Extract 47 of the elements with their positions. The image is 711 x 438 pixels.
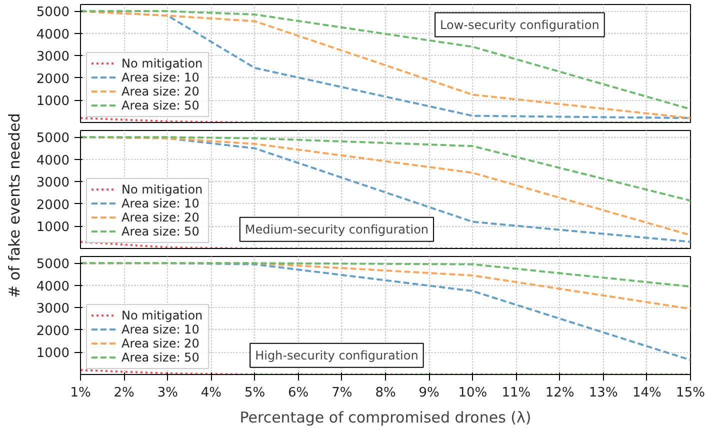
legend-label: Area size: 10 bbox=[122, 322, 200, 336]
x-tick-label: 7% bbox=[332, 386, 352, 400]
y-tick-label: 3000 bbox=[36, 176, 70, 191]
x-tick-label: 4% bbox=[200, 386, 222, 400]
y-tick-label: 5000 bbox=[36, 131, 70, 146]
annotation: High-security configuration bbox=[255, 348, 418, 362]
x-tick-label: 10% bbox=[458, 386, 488, 400]
x-tick-label: 9% bbox=[418, 386, 440, 400]
legend-label: Area size: 50 bbox=[122, 224, 200, 238]
y-tick-label: 5000 bbox=[36, 257, 70, 272]
y-tick-label: 3000 bbox=[36, 302, 70, 317]
legend-label: No mitigation bbox=[122, 308, 203, 322]
x-tick-label: 14% bbox=[632, 386, 662, 400]
x-tick-label: 13% bbox=[588, 386, 618, 400]
legend-label: Area size: 20 bbox=[122, 210, 200, 224]
x-tick-label: 5% bbox=[244, 386, 266, 400]
legend-label: No mitigation bbox=[122, 182, 203, 196]
x-tick-label: 6% bbox=[288, 386, 309, 400]
y-tick-label: 1000 bbox=[36, 346, 70, 362]
y-tick-label: 5000 bbox=[36, 5, 70, 20]
legend-label: Area size: 20 bbox=[122, 336, 200, 350]
y-tick-label: 2000 bbox=[36, 72, 70, 87]
legend-label: Area size: 20 bbox=[122, 84, 200, 98]
x-tick-label: 15% bbox=[676, 386, 705, 400]
x-tick-label: 12% bbox=[545, 386, 574, 400]
x-tick-label: 8% bbox=[375, 386, 396, 400]
annotation: Medium-security configuration bbox=[244, 222, 429, 236]
annotation: Low-security configuration bbox=[440, 18, 600, 32]
x-tick-label: 3% bbox=[157, 386, 178, 400]
y-tick-label: 2000 bbox=[36, 198, 70, 213]
y-tick-label: 3000 bbox=[36, 50, 70, 65]
legend-label: Area size: 10 bbox=[122, 70, 200, 84]
y-tick-label: 1000 bbox=[36, 94, 70, 110]
x-tick-label: 11% bbox=[502, 386, 531, 400]
legend-label: Area size: 50 bbox=[122, 98, 200, 112]
y-tick-label: 4000 bbox=[36, 153, 70, 168]
y-tick-label: 4000 bbox=[36, 27, 70, 42]
y-tick-label: 2000 bbox=[36, 324, 70, 339]
y-tick-label: 4000 bbox=[36, 279, 70, 294]
y-axis-title: # of fake events needed bbox=[6, 113, 24, 298]
x-axis-title: Percentage of compromised drones (λ) bbox=[240, 408, 532, 426]
x-tick-label: 2% bbox=[114, 386, 134, 400]
y-tick-label: 1000 bbox=[36, 220, 70, 236]
legend-label: No mitigation bbox=[122, 56, 203, 70]
legend-label: Area size: 50 bbox=[122, 350, 200, 364]
x-tick-label: 1% bbox=[70, 386, 91, 400]
legend-label: Area size: 10 bbox=[122, 196, 200, 210]
